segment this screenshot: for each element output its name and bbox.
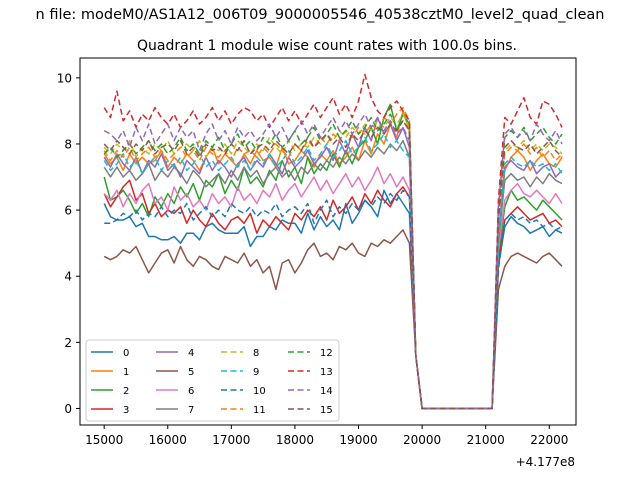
series-line-14 (103, 113, 563, 410)
legend-label-6: 6 (188, 386, 194, 397)
legend-label-4: 4 (188, 348, 194, 359)
y-tick-label: 10 (57, 71, 72, 85)
x-tick-label: 17000 (212, 433, 250, 447)
legend-label-14: 14 (320, 386, 333, 397)
x-tick-label: 20000 (403, 433, 441, 447)
chart-title: Quadrant 1 module wise count rates with … (137, 38, 517, 54)
legend-box (85, 339, 340, 422)
legend-label-10: 10 (253, 386, 266, 397)
series-layer (103, 73, 563, 410)
figure-suptitle: n file: modeM0/AS1A12_006T09_9000005546_… (36, 7, 605, 23)
x-tick-label: 16000 (149, 433, 187, 447)
legend-label-5: 5 (188, 367, 194, 378)
legend-label-11: 11 (253, 405, 266, 416)
legend-label-0: 0 (123, 348, 129, 359)
x-offset-label: +4.177e8 (516, 455, 575, 469)
y-tick-label: 0 (64, 402, 72, 416)
legend-label-9: 9 (253, 367, 259, 378)
y-tick-label: 8 (64, 137, 72, 151)
x-tick-label: 22000 (530, 433, 568, 447)
x-tick-label: 21000 (467, 433, 505, 447)
plot-frame (79, 57, 577, 426)
legend-label-13: 13 (320, 367, 333, 378)
series-line-15 (103, 120, 563, 410)
legend-label-3: 3 (123, 405, 129, 416)
series-line-9 (103, 133, 563, 410)
x-tick-label: 19000 (339, 433, 377, 447)
legend-label-15: 15 (320, 405, 333, 416)
x-tick-label: 18000 (276, 433, 314, 447)
legend-label-12: 12 (320, 348, 333, 359)
y-tick-label: 6 (64, 204, 72, 218)
legend-label-7: 7 (188, 405, 194, 416)
x-tick-label: 15000 (85, 433, 123, 447)
legend-label-8: 8 (253, 348, 259, 359)
y-tick-label: 4 (64, 270, 72, 284)
legend-label-1: 1 (123, 367, 129, 378)
y-tick-label: 2 (64, 336, 72, 350)
axes-layer: 15000 16000 17000 18000 19000 20000 21000 22000… (57, 71, 569, 447)
legend-label-2: 2 (123, 386, 129, 397)
